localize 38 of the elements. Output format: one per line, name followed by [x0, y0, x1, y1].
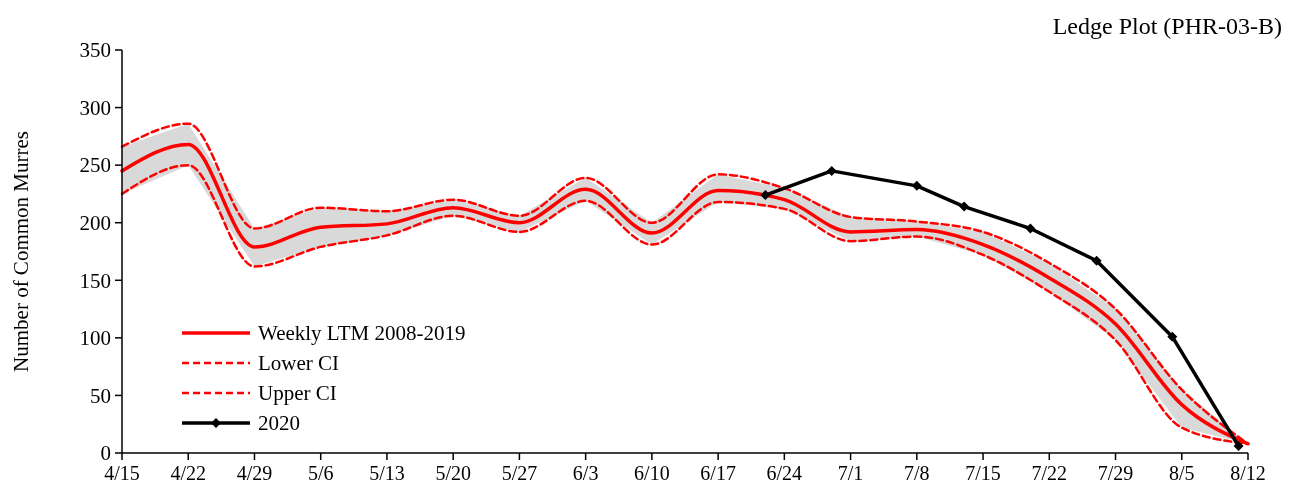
y-tick-label: 250 — [79, 153, 111, 178]
y-axis-title: Number of Common Murres — [9, 131, 33, 372]
point — [1167, 331, 1178, 342]
x-tick-label: 5/20 — [435, 462, 471, 484]
x-tick-label: 6/3 — [572, 462, 599, 484]
x-tick-label: 6/17 — [700, 462, 736, 484]
y-tick-label: 50 — [90, 383, 111, 408]
y-tick-label: 200 — [79, 211, 111, 236]
chart-title: Ledge Plot (PHR-03-B) — [1052, 13, 1282, 39]
point — [1025, 223, 1036, 234]
legend-label: Upper CI — [258, 381, 337, 406]
x-tick-label: 7/29 — [1097, 462, 1134, 484]
y-tick-label: 100 — [79, 326, 111, 351]
point — [760, 190, 771, 201]
x-tick-label: 4/22 — [170, 462, 207, 484]
legend-label: 2020 — [258, 411, 300, 436]
x-tick-label: 8/12 — [1230, 462, 1266, 484]
x-tick-label: 8/5 — [1168, 462, 1195, 484]
point — [959, 201, 970, 212]
legend-label: Weekly LTM 2008-2019 — [258, 321, 466, 346]
x-tick-label: 5/13 — [369, 462, 405, 484]
x-tick-label: 7/1 — [837, 462, 864, 484]
legend-label: Lower CI — [258, 351, 340, 376]
x-tick-label: 6/10 — [634, 462, 670, 484]
x-tick-label: 7/15 — [965, 462, 1001, 484]
x-tick-label: 6/24 — [766, 462, 803, 484]
x-tick-label: 5/27 — [501, 462, 538, 484]
y-tick-label: 150 — [79, 268, 111, 293]
y-tick-label: 350 — [79, 38, 111, 63]
point — [1233, 441, 1244, 452]
y-tick-label: 300 — [79, 95, 111, 120]
point — [911, 180, 922, 191]
x-tick-label: 7/22 — [1031, 462, 1068, 484]
x-tick-label: 5/6 — [307, 462, 334, 484]
point — [1091, 255, 1102, 266]
x-tick-label: 4/29 — [236, 462, 273, 484]
point — [826, 165, 837, 176]
x-tick-label: 7/8 — [904, 462, 930, 484]
